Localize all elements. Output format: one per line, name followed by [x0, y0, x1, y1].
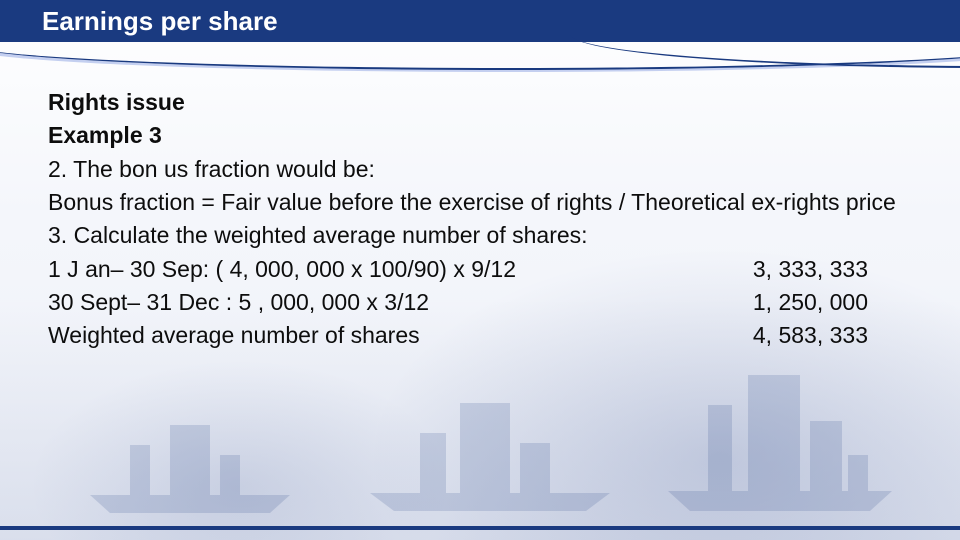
- calc-row: Weighted average number of shares 4, 583…: [48, 319, 868, 352]
- calc-label: 1 J an– 30 Sep: ( 4, 000, 000 x 100/90) …: [48, 253, 516, 286]
- body-line: 3. Calculate the weighted average number…: [48, 219, 928, 252]
- ship-silhouette: [360, 385, 620, 515]
- ship-silhouette: [660, 365, 900, 515]
- calc-value: 4, 583, 333: [728, 319, 868, 352]
- body-line: 2. The bon us fraction would be:: [48, 153, 928, 186]
- calc-value: 3, 333, 333: [728, 253, 868, 286]
- calc-label: Weighted average number of shares: [48, 319, 420, 352]
- calc-value: 1, 250, 000: [728, 286, 868, 319]
- calc-row: 1 J an– 30 Sep: ( 4, 000, 000 x 100/90) …: [48, 253, 868, 286]
- ship-silhouette: [80, 405, 300, 515]
- slide-title: Earnings per share: [42, 6, 278, 37]
- slide: Earnings per share Rights issue Example …: [0, 0, 960, 540]
- footer-rule: [0, 526, 960, 530]
- calc-row: 30 Sept– 31 Dec : 5 , 000, 000 x 3/12 1,…: [48, 286, 868, 319]
- body-line: Bonus fraction = Fair value before the e…: [48, 186, 928, 219]
- subheading-rights-issue: Rights issue: [48, 86, 928, 119]
- calc-label: 30 Sept– 31 Dec : 5 , 000, 000 x 3/12: [48, 286, 429, 319]
- subheading-example: Example 3: [48, 119, 928, 152]
- slide-body: Rights issue Example 3 2. The bon us fra…: [48, 86, 928, 353]
